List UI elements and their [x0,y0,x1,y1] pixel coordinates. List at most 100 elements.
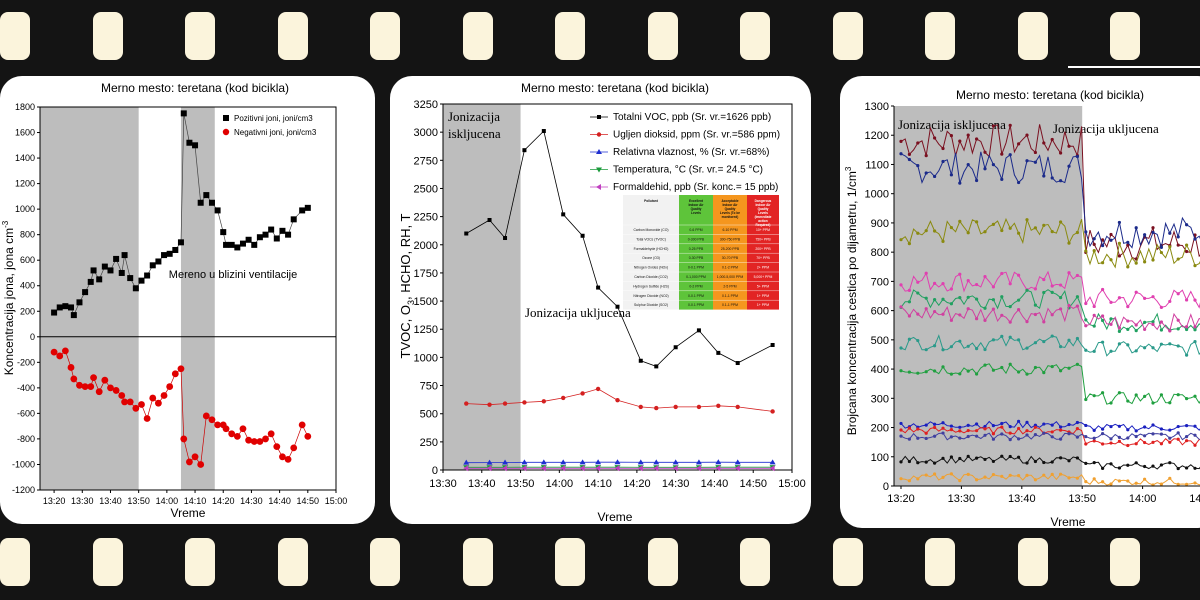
particle-point [933,472,937,476]
particle-point [1176,431,1180,435]
data-point [654,364,659,369]
y-tick-label: 1600 [15,128,35,138]
negative-ion-point [279,453,286,461]
positive-ion-point [220,229,227,236]
particle-point [1008,425,1012,429]
legend-marker [597,115,601,119]
particle-point [949,428,953,432]
data-point [561,212,566,217]
particle-point [1134,323,1138,327]
positive-ion-point [279,227,286,234]
negative-ion-point [87,383,95,390]
particle-point [1008,438,1012,442]
particle-point [1117,241,1121,245]
table-column-bg [679,195,713,310]
data-point [486,465,492,472]
y-tick-label: 2500 [414,183,438,195]
particle-point [1185,243,1189,247]
particle-point [1143,394,1147,398]
y-tick-label: 2000 [414,240,438,252]
positive-ion-point [304,204,311,211]
particle-point [1042,174,1046,178]
particle-point [1084,324,1088,328]
particle-point [958,478,962,483]
particle-point [991,285,995,289]
particle-point [1067,432,1071,436]
y-tick-label: 1250 [414,324,438,336]
particle-point [958,436,962,440]
particle-point [1101,427,1105,431]
data-point [672,465,678,472]
y-tick-label: 250 [420,437,438,449]
chart-title: Merno mesto: teretana (kod bicikla) [101,81,289,95]
data-point [561,395,566,401]
particle-point [1176,318,1180,322]
particle-point [975,282,979,287]
positive-ion-point [251,241,258,248]
particle-point [1101,391,1105,395]
negative-ion-point [118,392,126,399]
particle-point [1025,473,1029,477]
data-point [579,465,585,472]
particle-point [1059,179,1063,183]
film-hole [1017,538,1048,586]
particle-point [1117,479,1121,483]
particle-point [933,229,937,233]
particle-point [991,307,995,311]
particle-point [1084,423,1088,428]
particle-point [1059,428,1063,432]
particle-point [1084,230,1088,234]
particle-point [941,239,945,243]
particle-point [1067,303,1071,308]
particle-point [975,137,979,141]
particle-point [1075,295,1079,299]
film-hole [462,12,493,60]
positive-ion-point [155,258,162,265]
y-tick-label: 1750 [414,268,438,280]
particle-point [1159,393,1163,397]
particle-point [1017,455,1021,459]
y-tick-label: 1800 [15,102,35,112]
table-cell: 0-1,000 PPM [686,275,706,279]
negative-ion-point [214,421,222,429]
particle-point [899,369,903,373]
positive-ion-point [234,244,241,251]
particle-point [1117,435,1121,439]
particle-point [1025,429,1029,433]
particle-point [1000,421,1004,426]
particle-point [1025,420,1029,424]
series-line [466,461,773,464]
particle-point [1092,349,1096,353]
particle-point [958,339,962,343]
data-point [769,465,775,472]
table-cell: Sulphur Dioxide (SO2) [634,303,668,307]
x-tick-label: 14:10 [1189,493,1200,505]
particle-point [949,173,953,177]
negative-ion-point [250,438,258,445]
particle-point [907,479,911,483]
particle-point [1185,249,1189,254]
particle-point [1168,342,1172,346]
data-point [716,350,721,355]
data-point [541,399,547,404]
table-cell: 0-300 PPB [688,237,705,241]
particle-point [1134,226,1138,230]
particle-point [899,421,903,426]
particle-point [916,291,920,295]
particle-point [983,457,987,462]
table-cell: 1+ PPM [757,303,769,307]
particle-point [1193,328,1197,332]
negative-ion-point [112,387,120,394]
particle-point [1017,298,1021,302]
positive-ion-point [262,231,269,238]
positive-ion-point [149,262,156,269]
y-tick-label: -200 [17,357,35,367]
film-hole [1110,538,1140,586]
data-point [464,231,469,236]
particle-point [1042,223,1046,227]
x-tick-label: 13:30 [71,496,94,506]
negative-ion-point [262,435,269,443]
particle-point [1075,273,1079,278]
film-hole [277,12,308,60]
particle-point [975,434,979,438]
